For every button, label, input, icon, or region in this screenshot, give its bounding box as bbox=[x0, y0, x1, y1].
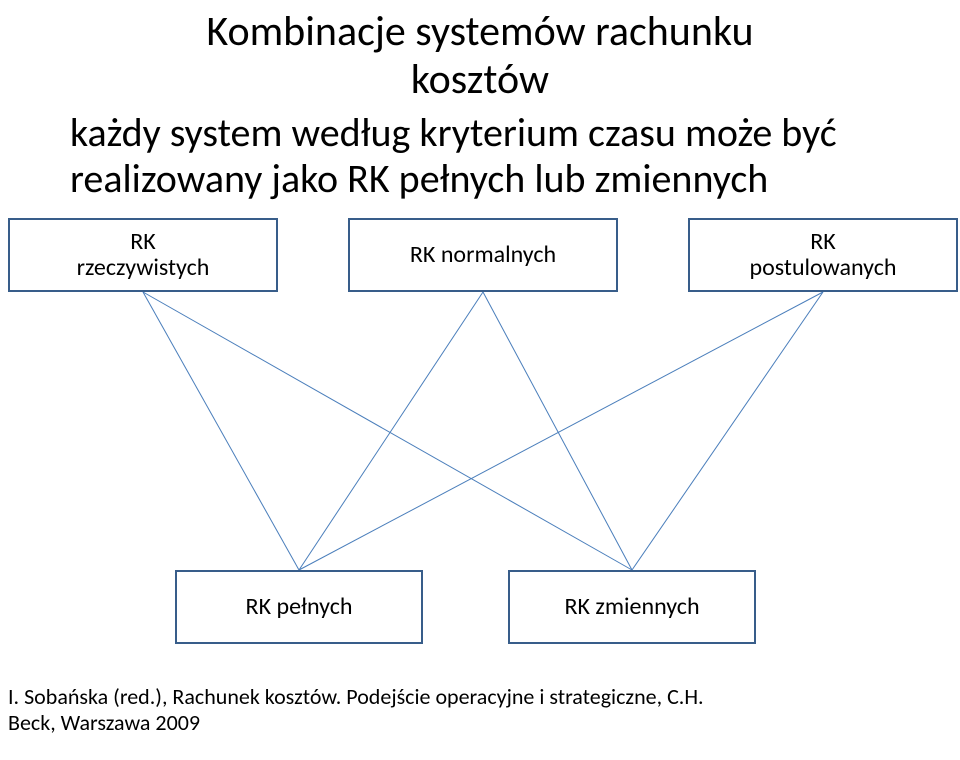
slide-subtitle: każdy system według kryterium czasu może… bbox=[70, 110, 960, 202]
node-rk-normalnych: RK normalnych bbox=[348, 218, 618, 292]
node-label: RK zmiennych bbox=[564, 594, 699, 620]
node-label: RK bbox=[130, 227, 156, 256]
node-label: postulowanych bbox=[750, 253, 897, 282]
node-rk-pelnych: RK pełnych bbox=[175, 570, 423, 644]
node-label: RK normalnych bbox=[410, 240, 556, 269]
citation: I. Sobańska (red.), Rachunek kosztów. Po… bbox=[8, 684, 948, 737]
node-label: RK bbox=[810, 227, 836, 256]
subtitle-text: każdy system według kryterium czasu może… bbox=[70, 108, 837, 203]
slide-title: Kombinacje systemów rachunku kosztów bbox=[70, 8, 890, 105]
node-label: rzeczywistych bbox=[77, 253, 210, 282]
node-label: RK pełnych bbox=[246, 594, 353, 620]
title-line-2: kosztów bbox=[411, 54, 549, 105]
citation-line-2: Beck, Warszawa 2009 bbox=[8, 709, 200, 736]
title-line-1: Kombinacje systemów rachunku bbox=[206, 6, 753, 57]
citation-line-1: I. Sobańska (red.), Rachunek kosztów. Po… bbox=[8, 683, 704, 710]
node-rk-postulowanych: RK postulowanych bbox=[688, 218, 958, 292]
node-rk-rzeczywistych: RK rzeczywistych bbox=[8, 218, 278, 292]
node-rk-zmiennych: RK zmiennych bbox=[508, 570, 756, 644]
